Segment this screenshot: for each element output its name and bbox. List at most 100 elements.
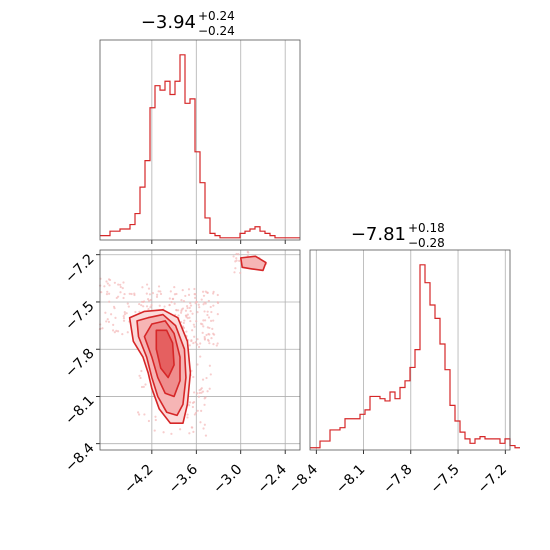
- sample-point: [189, 319, 192, 323]
- sample-point: [122, 316, 126, 320]
- sample-point: [185, 304, 189, 308]
- sample-point: [202, 325, 205, 328]
- sample-point: [181, 289, 184, 292]
- sample-point: [181, 307, 185, 310]
- sample-point: [190, 339, 193, 343]
- sample-point: [121, 333, 124, 336]
- sample-point: [159, 292, 163, 296]
- sample-point: [234, 260, 237, 263]
- sample-point: [123, 310, 126, 314]
- sample-point: [170, 301, 173, 304]
- sample-point: [202, 303, 205, 306]
- sample-point: [186, 416, 189, 419]
- sample-point: [122, 281, 125, 284]
- sample-point: [179, 428, 182, 431]
- sample-point: [104, 311, 107, 314]
- sample-point: [145, 292, 148, 295]
- sample-point: [192, 341, 195, 345]
- sample-point: [216, 342, 219, 345]
- sample-point: [156, 293, 159, 296]
- sample-point: [205, 376, 208, 380]
- sample-point: [168, 303, 171, 307]
- sample-point: [136, 411, 140, 414]
- sample-point: [238, 259, 241, 262]
- sample-point: [134, 310, 137, 314]
- y-tick-label: −8.1: [62, 393, 97, 428]
- x-tick-label: −2.4: [255, 461, 290, 496]
- sample-point: [196, 311, 199, 314]
- sample-point: [100, 291, 103, 294]
- sample-point: [203, 403, 206, 406]
- sample-point: [142, 385, 145, 388]
- sample-point: [155, 295, 159, 299]
- sample-point: [147, 419, 151, 423]
- sample-point: [127, 305, 130, 308]
- sample-point: [200, 409, 203, 412]
- sample-point: [182, 321, 185, 325]
- sample-point: [247, 251, 250, 254]
- sample-point: [179, 311, 183, 314]
- sample-point: [184, 294, 187, 298]
- sample-point: [173, 302, 176, 305]
- sample-point: [206, 326, 209, 329]
- sample-point: [206, 390, 209, 393]
- sample-point: [145, 283, 149, 286]
- sample-point: [169, 290, 172, 293]
- sample-point: [157, 290, 160, 293]
- x-tick-label: −8.1: [333, 462, 368, 497]
- sample-point: [186, 306, 189, 310]
- sample-point: [188, 404, 191, 407]
- sample-point: [209, 373, 212, 376]
- sample-point: [202, 294, 206, 297]
- sample-point: [140, 385, 144, 389]
- sample-point: [203, 335, 206, 339]
- sample-point: [106, 318, 109, 321]
- sample-point: [194, 296, 197, 299]
- sample-point: [198, 306, 201, 309]
- sample-point: [113, 281, 116, 284]
- sample-point: [133, 293, 136, 297]
- sample-point: [154, 418, 157, 422]
- sample-point: [199, 322, 203, 325]
- sample-point: [108, 278, 112, 282]
- sample-point: [197, 395, 201, 398]
- sample-point: [207, 299, 210, 303]
- axes-frame: [309, 249, 511, 451]
- sample-point: [138, 374, 141, 377]
- sample-point: [192, 323, 195, 326]
- x-tick-label: −3.0: [210, 462, 245, 497]
- sample-point: [180, 299, 183, 302]
- panel-hist-y: −8.4 −8.1 −7.8 −7.5 −7.2: [286, 249, 520, 497]
- sample-point: [138, 310, 141, 313]
- sample-point: [204, 396, 207, 399]
- sample-point: [122, 296, 125, 300]
- sample-point: [189, 302, 192, 305]
- sample-point: [143, 413, 146, 416]
- sample-point: [215, 344, 218, 347]
- sample-point: [216, 301, 219, 304]
- y-tick-label: −7.5: [62, 298, 97, 333]
- sample-point: [153, 429, 156, 432]
- sample-point: [212, 319, 215, 322]
- sample-point: [119, 291, 122, 294]
- x-tick-label: −4.2: [121, 462, 156, 497]
- sample-point: [188, 344, 191, 347]
- sample-point: [112, 305, 116, 308]
- sample-point: [115, 296, 118, 300]
- panel-contour: −4.2 −3.6 −3.0 −2.4 −7.2 −7.5 −7.8 −8.1 −8.4: [62, 249, 301, 497]
- sample-point: [199, 342, 202, 345]
- sample-point: [191, 312, 194, 315]
- sample-point: [207, 332, 210, 336]
- sample-point: [183, 319, 186, 322]
- sample-point: [193, 287, 196, 291]
- sample-point: [193, 413, 196, 416]
- sample-point: [108, 292, 111, 295]
- sample-point: [140, 304, 143, 307]
- sample-point: [170, 432, 173, 435]
- panel-title-lower: −0.24: [198, 24, 235, 38]
- sample-point: [105, 293, 109, 296]
- sample-point: [140, 369, 143, 373]
- histogram-step: [310, 264, 520, 449]
- sample-point: [106, 282, 109, 285]
- sample-point: [168, 297, 171, 300]
